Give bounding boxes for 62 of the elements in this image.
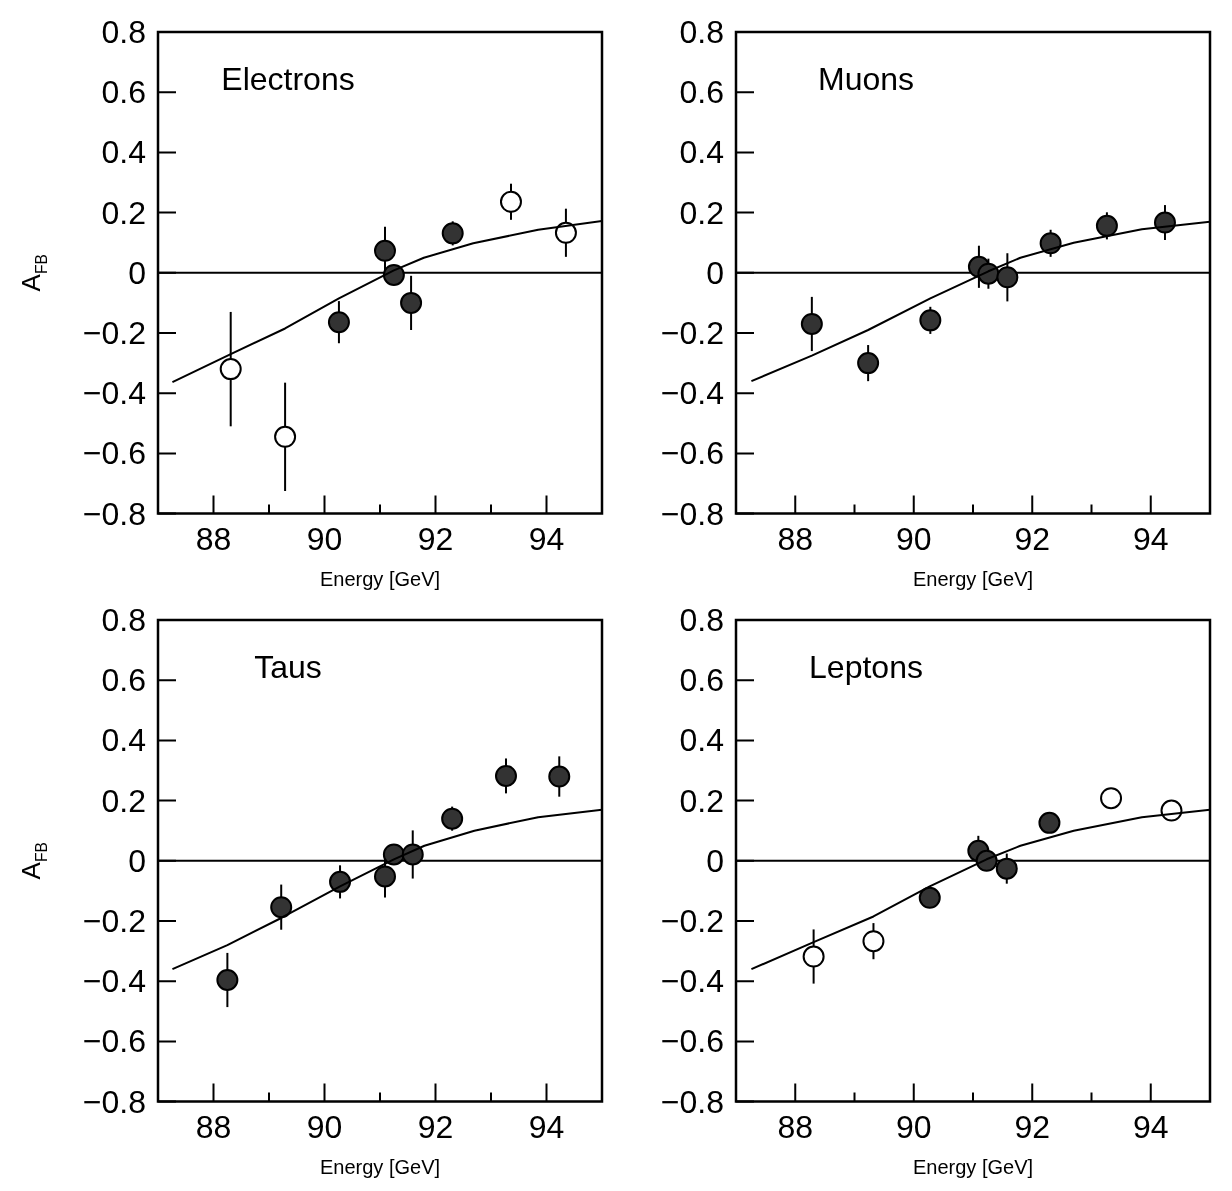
- y-tick-label: −0.2: [82, 903, 146, 939]
- y-tick-label: −0.2: [82, 315, 146, 351]
- y-tick-label: −0.6: [660, 435, 724, 472]
- y-tick-label: −0.6: [660, 1023, 724, 1060]
- y-tick-label: −0.8: [82, 1083, 146, 1120]
- y-tick-label: 0.2: [101, 782, 146, 819]
- y-tick-label: −0.8: [660, 495, 724, 532]
- x-tick-label: 92: [417, 1108, 454, 1145]
- y-tick-label: 0: [706, 254, 724, 291]
- y-tick-label: 0.8: [679, 14, 724, 50]
- y-tick-label: 0: [128, 254, 146, 291]
- y-tick-label: −0.4: [82, 375, 146, 412]
- x-tick-label: 88: [777, 520, 814, 557]
- y-axis-title: AFB: [16, 842, 50, 880]
- y-tick-label: 0.6: [101, 74, 146, 111]
- y-tick-label: −0.8: [660, 1083, 724, 1120]
- x-tick-label: 94: [1132, 520, 1169, 557]
- y-tick-label: −0.4: [660, 375, 724, 412]
- y-tick-label: 0.2: [679, 194, 724, 231]
- y-tick-label: 0.6: [679, 74, 724, 111]
- x-tick-label: 88: [777, 1108, 814, 1145]
- y-tick-label: −0.2: [660, 315, 724, 351]
- text: Electrons: [221, 61, 355, 97]
- y-tick-label: −0.8: [82, 495, 146, 532]
- x-tick-label: 94: [528, 1108, 565, 1145]
- y-tick-label: −0.6: [82, 1023, 146, 1060]
- x-axis-title: Energy [GeV]: [319, 1155, 441, 1178]
- x-tick-label: 90: [306, 1108, 343, 1145]
- text: Taus: [254, 649, 322, 685]
- x-tick-label: 92: [417, 520, 454, 557]
- x-tick-label: 88: [195, 1108, 232, 1145]
- y-tick-label: 0: [706, 842, 724, 879]
- text: Muons: [817, 61, 915, 97]
- text: Leptons: [809, 649, 923, 685]
- y-axis-title: AFB: [16, 254, 50, 292]
- y-tick-label: 0.2: [101, 194, 146, 231]
- y-tick-label: 0.6: [101, 662, 146, 699]
- y-tick-label: 0.4: [679, 134, 724, 171]
- y-tick-label: 0.4: [679, 722, 724, 759]
- y-tick-label: −0.6: [82, 435, 146, 472]
- y-tick-label: 0.8: [101, 14, 146, 50]
- x-tick-label: 90: [895, 520, 932, 557]
- y-tick-label: −0.4: [660, 963, 724, 1000]
- y-tick-label: −0.4: [82, 963, 146, 1000]
- y-tick-label: −0.2: [660, 903, 724, 939]
- y-tick-label: 0.4: [101, 722, 146, 759]
- x-axis-title: Energy [GeV]: [319, 567, 441, 590]
- y-tick-label: 0.8: [679, 602, 724, 638]
- y-tick-label: 0: [128, 842, 146, 879]
- x-tick-label: 94: [528, 520, 565, 557]
- y-tick-label: 0.6: [679, 662, 724, 699]
- y-tick-label: 0.8: [101, 602, 146, 638]
- y-tick-label: 0.4: [101, 134, 146, 171]
- x-tick-label: 92: [1014, 1108, 1051, 1145]
- x-tick-label: 90: [895, 1108, 932, 1145]
- x-axis-title: Energy [GeV]: [912, 567, 1034, 590]
- x-axis-title: Energy [GeV]: [912, 1155, 1034, 1178]
- x-tick-label: 92: [1014, 520, 1051, 557]
- x-tick-label: 94: [1132, 1108, 1169, 1145]
- x-tick-label: 88: [195, 520, 232, 557]
- x-tick-label: 90: [306, 520, 343, 557]
- y-tick-label: 0.2: [679, 782, 724, 819]
